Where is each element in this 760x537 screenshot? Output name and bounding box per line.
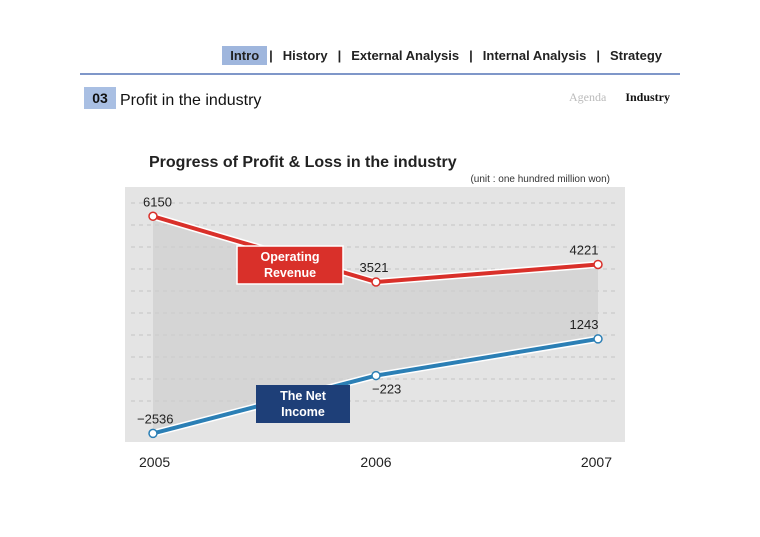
nav-item-external-analysis[interactable]: External Analysis <box>351 48 460 63</box>
breadcrumb-current: Industry <box>625 90 670 104</box>
page-title: Profit in the industry <box>120 92 262 109</box>
profit-loss-chart: 6150 3521 4221 −2536 −223 1243 2005 2006 2007 Pr… <box>125 154 625 470</box>
nav-separator: | <box>337 48 342 63</box>
net-income-data-label: −223 <box>372 382 401 397</box>
operating-revenue-label-line1: Operating <box>260 250 319 264</box>
header-rule <box>80 73 680 75</box>
operating-revenue-data-label: 4221 <box>570 242 599 257</box>
net-income-label-line1: The Net <box>280 389 327 403</box>
nav-item-strategy[interactable]: Strategy <box>609 48 662 63</box>
net-income-point <box>371 370 381 381</box>
nav-item-internal-analysis[interactable]: Internal Analysis <box>482 48 587 63</box>
x-tick-label: 2007 <box>581 454 612 470</box>
operating-revenue-label: Operating Revenue <box>236 245 344 285</box>
x-tick-label: 2005 <box>139 454 170 470</box>
nav-item-history[interactable]: History <box>282 48 328 63</box>
nav-item-intro[interactable]: Intro <box>222 46 268 65</box>
nav-separator: | <box>469 48 473 63</box>
operating-revenue-point <box>148 211 158 221</box>
chart-lines <box>148 211 603 439</box>
operating-revenue-data-label: 3521 <box>360 260 389 275</box>
operating-revenue-data-label: 6150 <box>143 194 172 209</box>
slide-number-badge: 03 <box>84 87 116 109</box>
breadcrumb-agenda[interactable]: Agenda <box>568 90 607 104</box>
chart-title: Progress of Profit & Loss in the industr… <box>149 154 457 171</box>
operating-revenue-point <box>371 277 381 287</box>
net-income-point <box>148 428 158 439</box>
net-income-label: The Net Income <box>256 385 350 423</box>
x-tick-label: 2006 <box>360 454 391 470</box>
net-income-data-label: −2536 <box>137 411 174 426</box>
nav-separator: | <box>596 48 600 63</box>
chart-labels: 6150 3521 4221 −2536 −223 1243 2005 2006 2007 <box>137 194 612 470</box>
top-nav: Intro | History | External Analysis | Internal… <box>222 46 670 65</box>
breadcrumb: Agenda Industry <box>569 90 670 105</box>
chart-subtitle: (unit : one hundred million won) <box>470 174 610 185</box>
operating-revenue-label-line2: Revenue <box>264 266 316 280</box>
net-income-point <box>593 334 603 344</box>
net-income-data-label: 1243 <box>570 317 599 332</box>
operating-revenue-point <box>593 259 603 270</box>
nav-separator: | <box>269 48 273 63</box>
net-income-label-line2: Income <box>281 405 325 419</box>
